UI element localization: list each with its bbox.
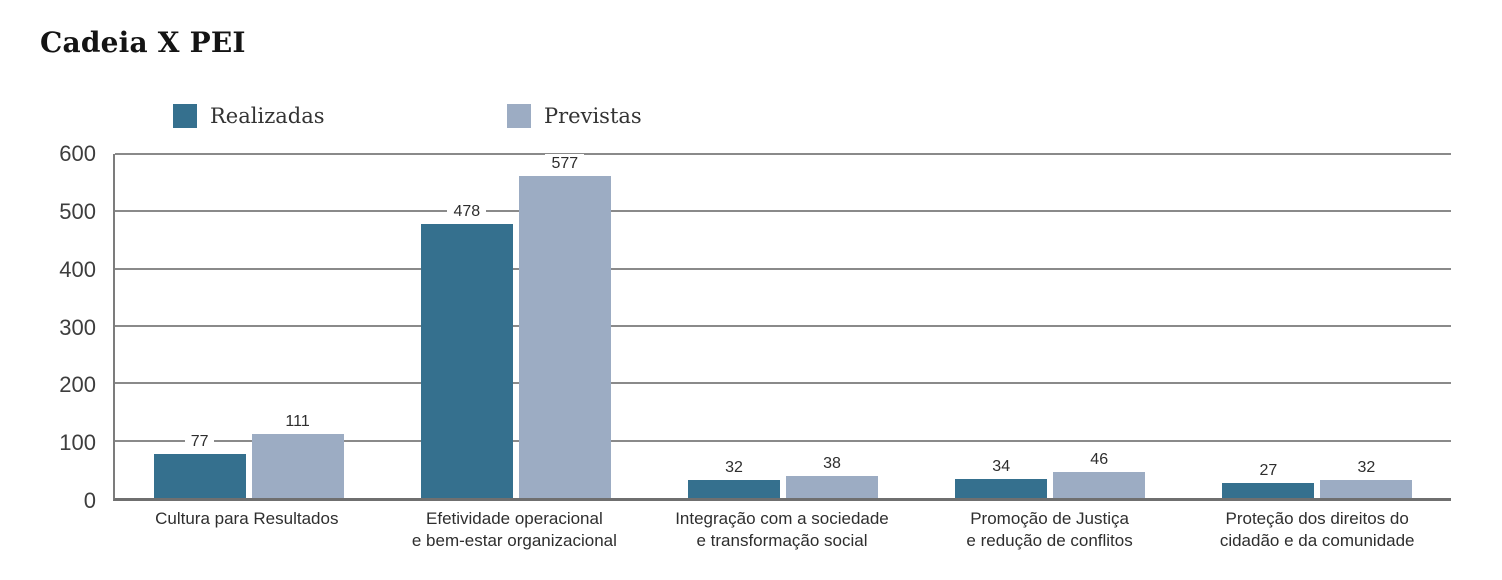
plot-area: 77 111 478 577 — [113, 153, 1451, 501]
bar-groups: 77 111 478 577 — [115, 154, 1451, 498]
gridline — [115, 267, 1451, 270]
bar-realizadas — [420, 223, 513, 498]
value-label: 27 — [1253, 460, 1284, 480]
category-label: Cultura para Resultados — [155, 509, 339, 528]
bar-column: 32 — [688, 154, 780, 498]
y-tick-label: 100 — [59, 430, 96, 455]
legend-label-previstas: Previstas — [544, 104, 642, 128]
bar-previstas — [251, 434, 344, 498]
bar-group-cultura: 77 111 — [115, 154, 382, 498]
chart-title: Cadeia X PEI — [40, 26, 246, 59]
value-label: 32 — [1351, 457, 1382, 477]
bar-column: 478 — [420, 154, 513, 498]
legend-label-realizadas: Realizadas — [210, 104, 325, 128]
bar-column: 111 — [251, 154, 344, 498]
value-label: 111 — [279, 412, 316, 432]
gridline — [115, 382, 1451, 385]
bar-group-integracao: 32 38 — [649, 154, 916, 498]
gridline — [115, 210, 1451, 213]
x-axis: Cultura para Resultados Efetividade oper… — [113, 508, 1451, 552]
legend-swatch-previstas — [507, 104, 531, 128]
bar-column: 32 — [1320, 154, 1413, 498]
bar-column: 38 — [786, 154, 878, 498]
bar-previstas — [1320, 479, 1413, 498]
bar-previstas — [1053, 471, 1146, 498]
value-label: 478 — [447, 201, 487, 221]
bar-column: 46 — [1053, 154, 1146, 498]
bar-previstas — [518, 176, 611, 498]
bar-group-promocao: 34 46 — [917, 154, 1184, 498]
value-label: 77 — [184, 431, 215, 451]
bar-realizadas — [1222, 482, 1315, 498]
bar-previstas — [786, 476, 878, 498]
y-tick-label: 300 — [59, 315, 96, 340]
y-tick-label: 200 — [59, 372, 96, 397]
category-label: Proteção dos direitos do cidadão e da co… — [1219, 509, 1415, 550]
bar-realizadas — [153, 453, 246, 498]
legend-item-realizadas: Realizadas — [173, 104, 325, 128]
bar-column: 27 — [1222, 154, 1315, 498]
value-label: 46 — [1084, 449, 1115, 469]
gridline — [115, 153, 1451, 155]
gridline — [115, 325, 1451, 327]
gridline — [115, 439, 1451, 442]
y-tick-label: 0 — [83, 488, 96, 513]
legend-swatch-realizadas — [173, 104, 197, 128]
category-label: Promoção de Justiça e redução de conflit… — [966, 509, 1133, 550]
bar-group-protecao: 27 32 — [1184, 154, 1451, 498]
y-axis: 600 500 400 300 200 100 0 — [0, 141, 96, 513]
value-label: 577 — [545, 154, 585, 173]
bar-column: 34 — [955, 154, 1048, 498]
bar-column: 577 — [518, 154, 611, 498]
legend-item-previstas: Previstas — [507, 104, 642, 128]
category-label: Integração com a sociedade e transformaç… — [675, 509, 889, 550]
bar-column: 77 — [153, 154, 246, 498]
bar-realizadas — [955, 478, 1048, 498]
y-tick-label: 600 — [59, 141, 96, 166]
bar-realizadas — [688, 479, 780, 498]
value-label: 34 — [986, 456, 1017, 476]
value-label: 32 — [719, 457, 749, 477]
y-tick-label: 500 — [59, 199, 96, 224]
y-tick-label: 400 — [59, 257, 96, 282]
category-label: Efetividade operacional e bem-estar orga… — [411, 509, 617, 550]
value-label: 38 — [817, 454, 847, 474]
bar-group-efetividade: 478 577 — [382, 154, 649, 498]
